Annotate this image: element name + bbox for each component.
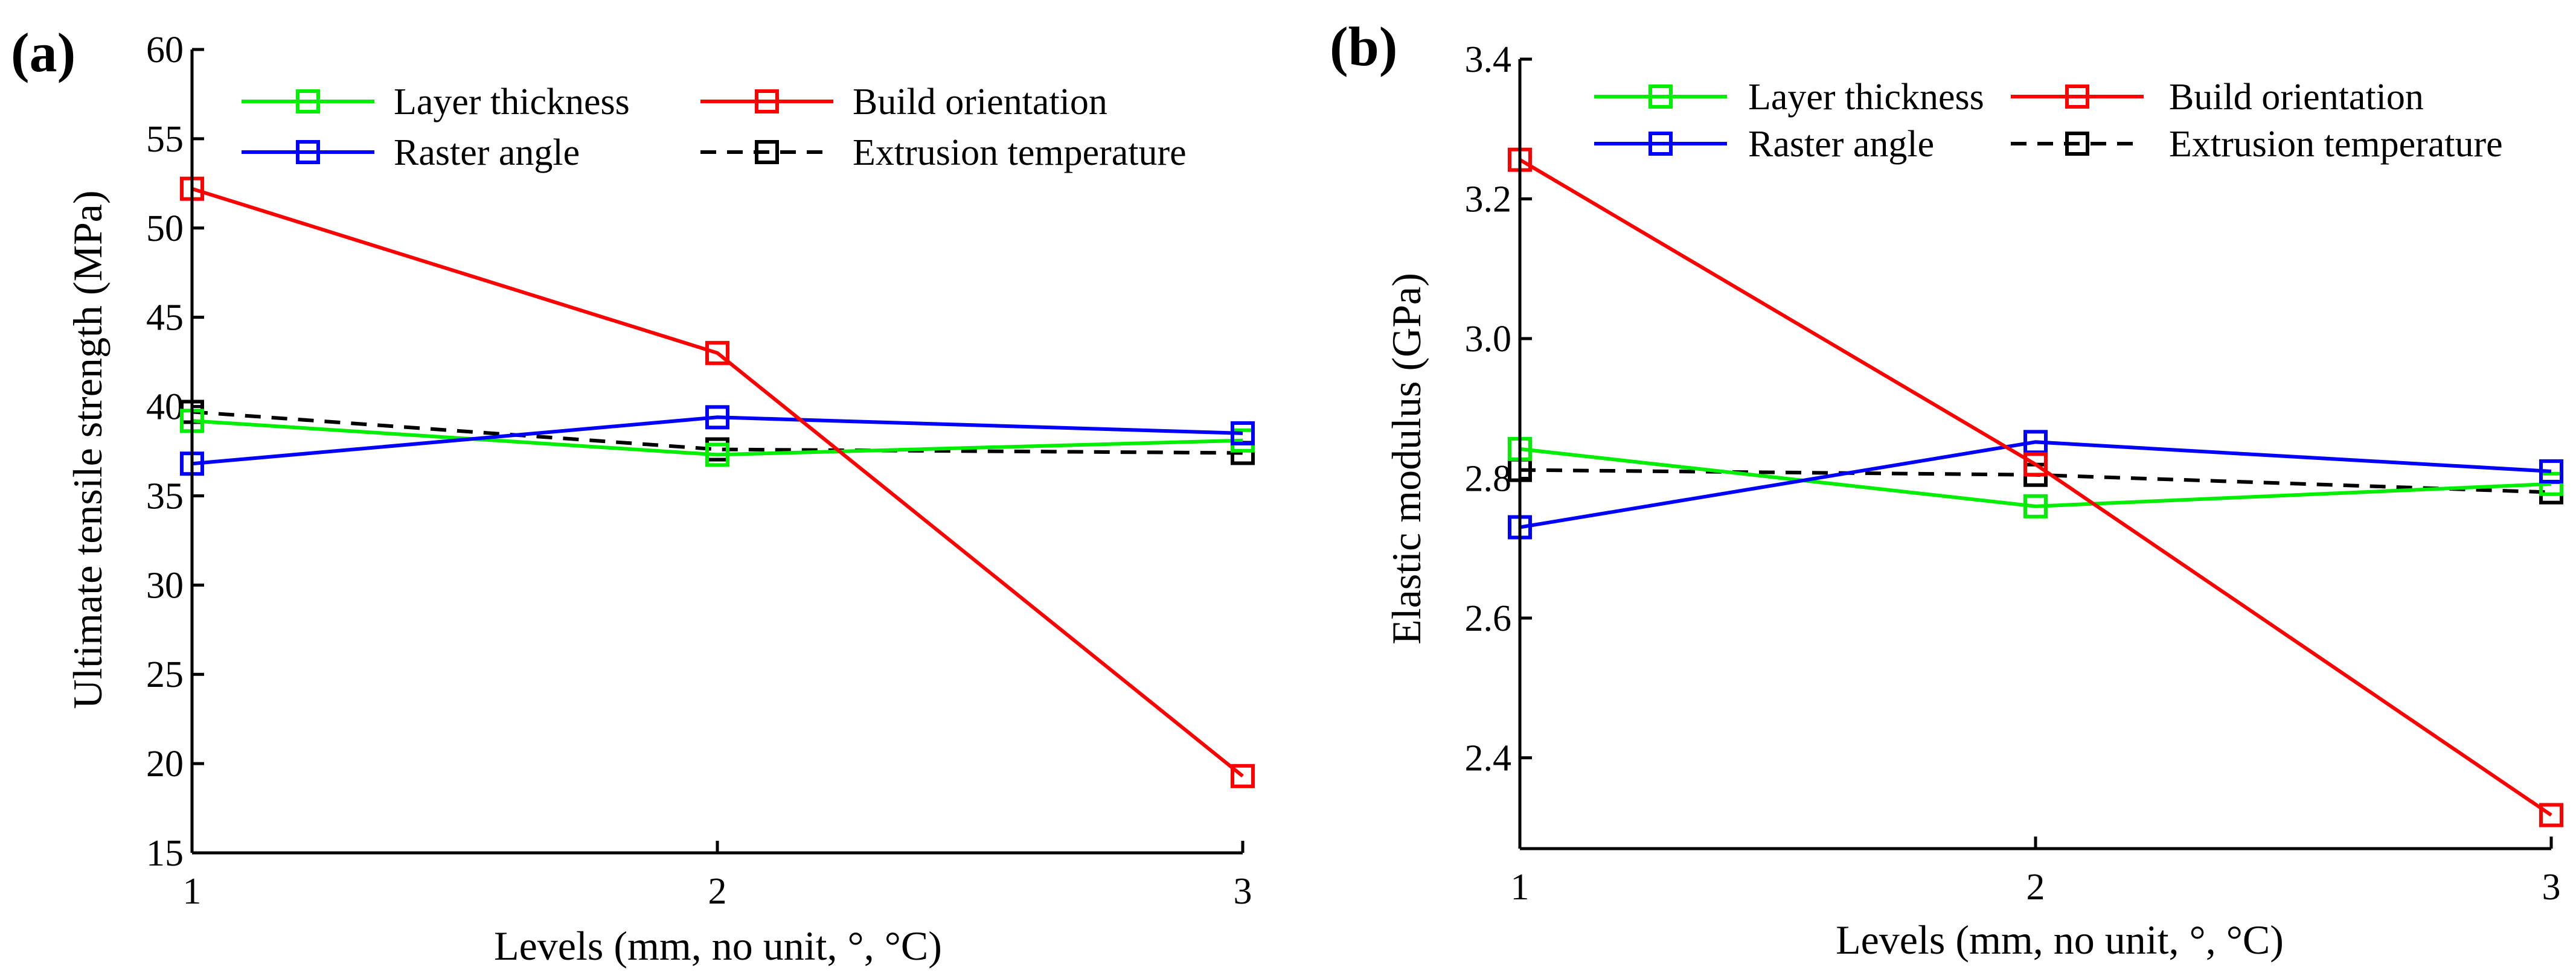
- panel-b-legend-layer-thickness-marker: [1648, 85, 1673, 109]
- panel-a-y-tick-label: 20: [146, 744, 184, 785]
- panel-a-y-tick-label: 35: [146, 476, 184, 517]
- panel-b-layer-thickness-point-2: [2023, 494, 2048, 518]
- panel-b-x-tick-label: 3: [2542, 867, 2561, 908]
- panel-a-chart: (a) Ultimate tensile strength (MPa) Leve…: [11, 22, 1255, 969]
- panel-a-legend-raster-angle-marker: [296, 140, 320, 164]
- panel-b-chart: (b) Elastic modulus (GPa) Levels (mm, no…: [1330, 16, 2563, 963]
- panel-a-build-orientation-point-3: [1231, 764, 1255, 788]
- panel-b-x-axis-title: Levels (mm, no unit, °, °C): [1836, 917, 2284, 963]
- panel-a-y-tick-label: 55: [146, 119, 184, 160]
- panel-b-legend-build-orientation-marker: [2065, 85, 2089, 109]
- panel-b-legend-raster-angle-marker: [1648, 132, 1673, 156]
- panel-b-y-tick-label: 3.0: [1465, 319, 1512, 360]
- panel-a-build-orientation-point-2: [705, 340, 729, 365]
- panel-b-raster-angle-point-2: [2023, 430, 2048, 454]
- panel-a-legend-build-orientation-label: Build orientation: [853, 81, 1107, 123]
- panel-b-y-tick-label: 2.6: [1465, 598, 1512, 639]
- panel-a-legend-raster-angle-label: Raster angle: [394, 132, 580, 173]
- panel-b-y-tick-label: 3.4: [1465, 39, 1512, 80]
- panel-a-y-tick-label: 25: [146, 654, 184, 695]
- panel-b-y-tick-label: 2.8: [1465, 459, 1512, 500]
- panel-a-y-tick-label: 45: [146, 298, 184, 339]
- panel-a-build-orientation-line: [191, 187, 1244, 778]
- panel-a-legend-extrusion-temperature-label: Extrusion temperature: [853, 132, 1187, 173]
- panel-b-legend-raster-angle-label: Raster angle: [1748, 124, 1934, 165]
- panel-a-x-tick-label: 3: [1234, 871, 1252, 912]
- panel-a-raster-angle-point-3: [1231, 421, 1255, 445]
- panel-b-legend-layer-thickness-label: Layer thickness: [1748, 77, 1984, 118]
- panel-a-y-tick-label: 40: [146, 387, 184, 428]
- panel-a-y-axis-title: Ultimate tensile strength (MPa): [65, 190, 111, 709]
- panel-a-layer-thickness-line: [191, 419, 1243, 457]
- panel-b-x-tick-label: 2: [2027, 867, 2045, 908]
- panel-b-y-tick-label: 3.2: [1465, 179, 1512, 220]
- panel-b-y-axis-title: Elastic modulus (GPa): [1383, 273, 1429, 645]
- panel-a-raster-angle-line: [191, 415, 1243, 466]
- panel-b-y-tick-label: 2.4: [1465, 738, 1512, 779]
- panel-b-build-orientation-line: [1519, 158, 2552, 817]
- panel-b-label: (b): [1330, 16, 1397, 77]
- panel-a-label: (a): [11, 22, 75, 83]
- panel-a-y-tick-label: 50: [146, 208, 184, 249]
- panel-a-y-tick-label: 15: [146, 833, 184, 874]
- panel-a-legend: Layer thickness Build orientation Raster a…: [242, 81, 1187, 173]
- panel-a-y-tick-label: 30: [146, 565, 184, 606]
- panel-a-x-axis-title: Levels (mm, no unit, °, °C): [494, 923, 942, 969]
- panel-b-layer-thickness-point-3: [2539, 471, 2563, 496]
- panel-b-layer-thickness-line: [1519, 447, 2552, 508]
- panel-a-series: [180, 176, 1255, 788]
- panel-b-raster-angle-line: [1519, 440, 2552, 529]
- panel-b-y-ticks: 2.4 2.6 2.8 3.0 3.2 3.4: [1465, 39, 1532, 779]
- panel-a-layer-thickness-point-2: [705, 442, 729, 467]
- panel-a-extrusion-temperature-line: [191, 410, 1243, 455]
- panel-b-legend: Layer thickness Build orientation Raster a…: [1594, 77, 2503, 165]
- panel-a-x-tick-label: 1: [183, 871, 202, 912]
- panel-a-legend-layer-thickness-marker: [296, 89, 320, 113]
- panel-b-build-orientation-point-3: [2539, 803, 2563, 828]
- panel-b-build-orientation-point-2: [2023, 452, 2048, 477]
- panel-a-y-tick-label: 60: [146, 30, 184, 71]
- panel-b-legend-extrusion-temperature-label: Extrusion temperature: [2169, 124, 2503, 165]
- panel-a-legend-build-orientation-marker: [755, 89, 779, 113]
- panel-b-raster-angle-point-3: [2539, 459, 2563, 483]
- panel-b-x-tick-label: 1: [1511, 867, 1530, 908]
- panel-a-y-ticks: 15 20 25 30 35 40 45 50 55 60: [146, 30, 204, 874]
- panel-a-legend-layer-thickness-label: Layer thickness: [394, 81, 630, 123]
- panel-a-raster-angle-point-2: [705, 405, 729, 430]
- panel-a-axes: [190, 49, 1243, 855]
- panel-a-legend-extrusion-temperature-marker: [755, 140, 779, 164]
- panel-b-axes: [1518, 59, 2551, 850]
- panel-b-legend-build-orientation-label: Build orientation: [2169, 77, 2424, 118]
- panel-a-x-tick-label: 2: [708, 871, 727, 912]
- panel-b-legend-extrusion-temperature-marker: [2065, 132, 2089, 156]
- panel-b-x-ticks: 1 2 3: [1511, 837, 2561, 908]
- panel-b-series: [1508, 147, 2563, 828]
